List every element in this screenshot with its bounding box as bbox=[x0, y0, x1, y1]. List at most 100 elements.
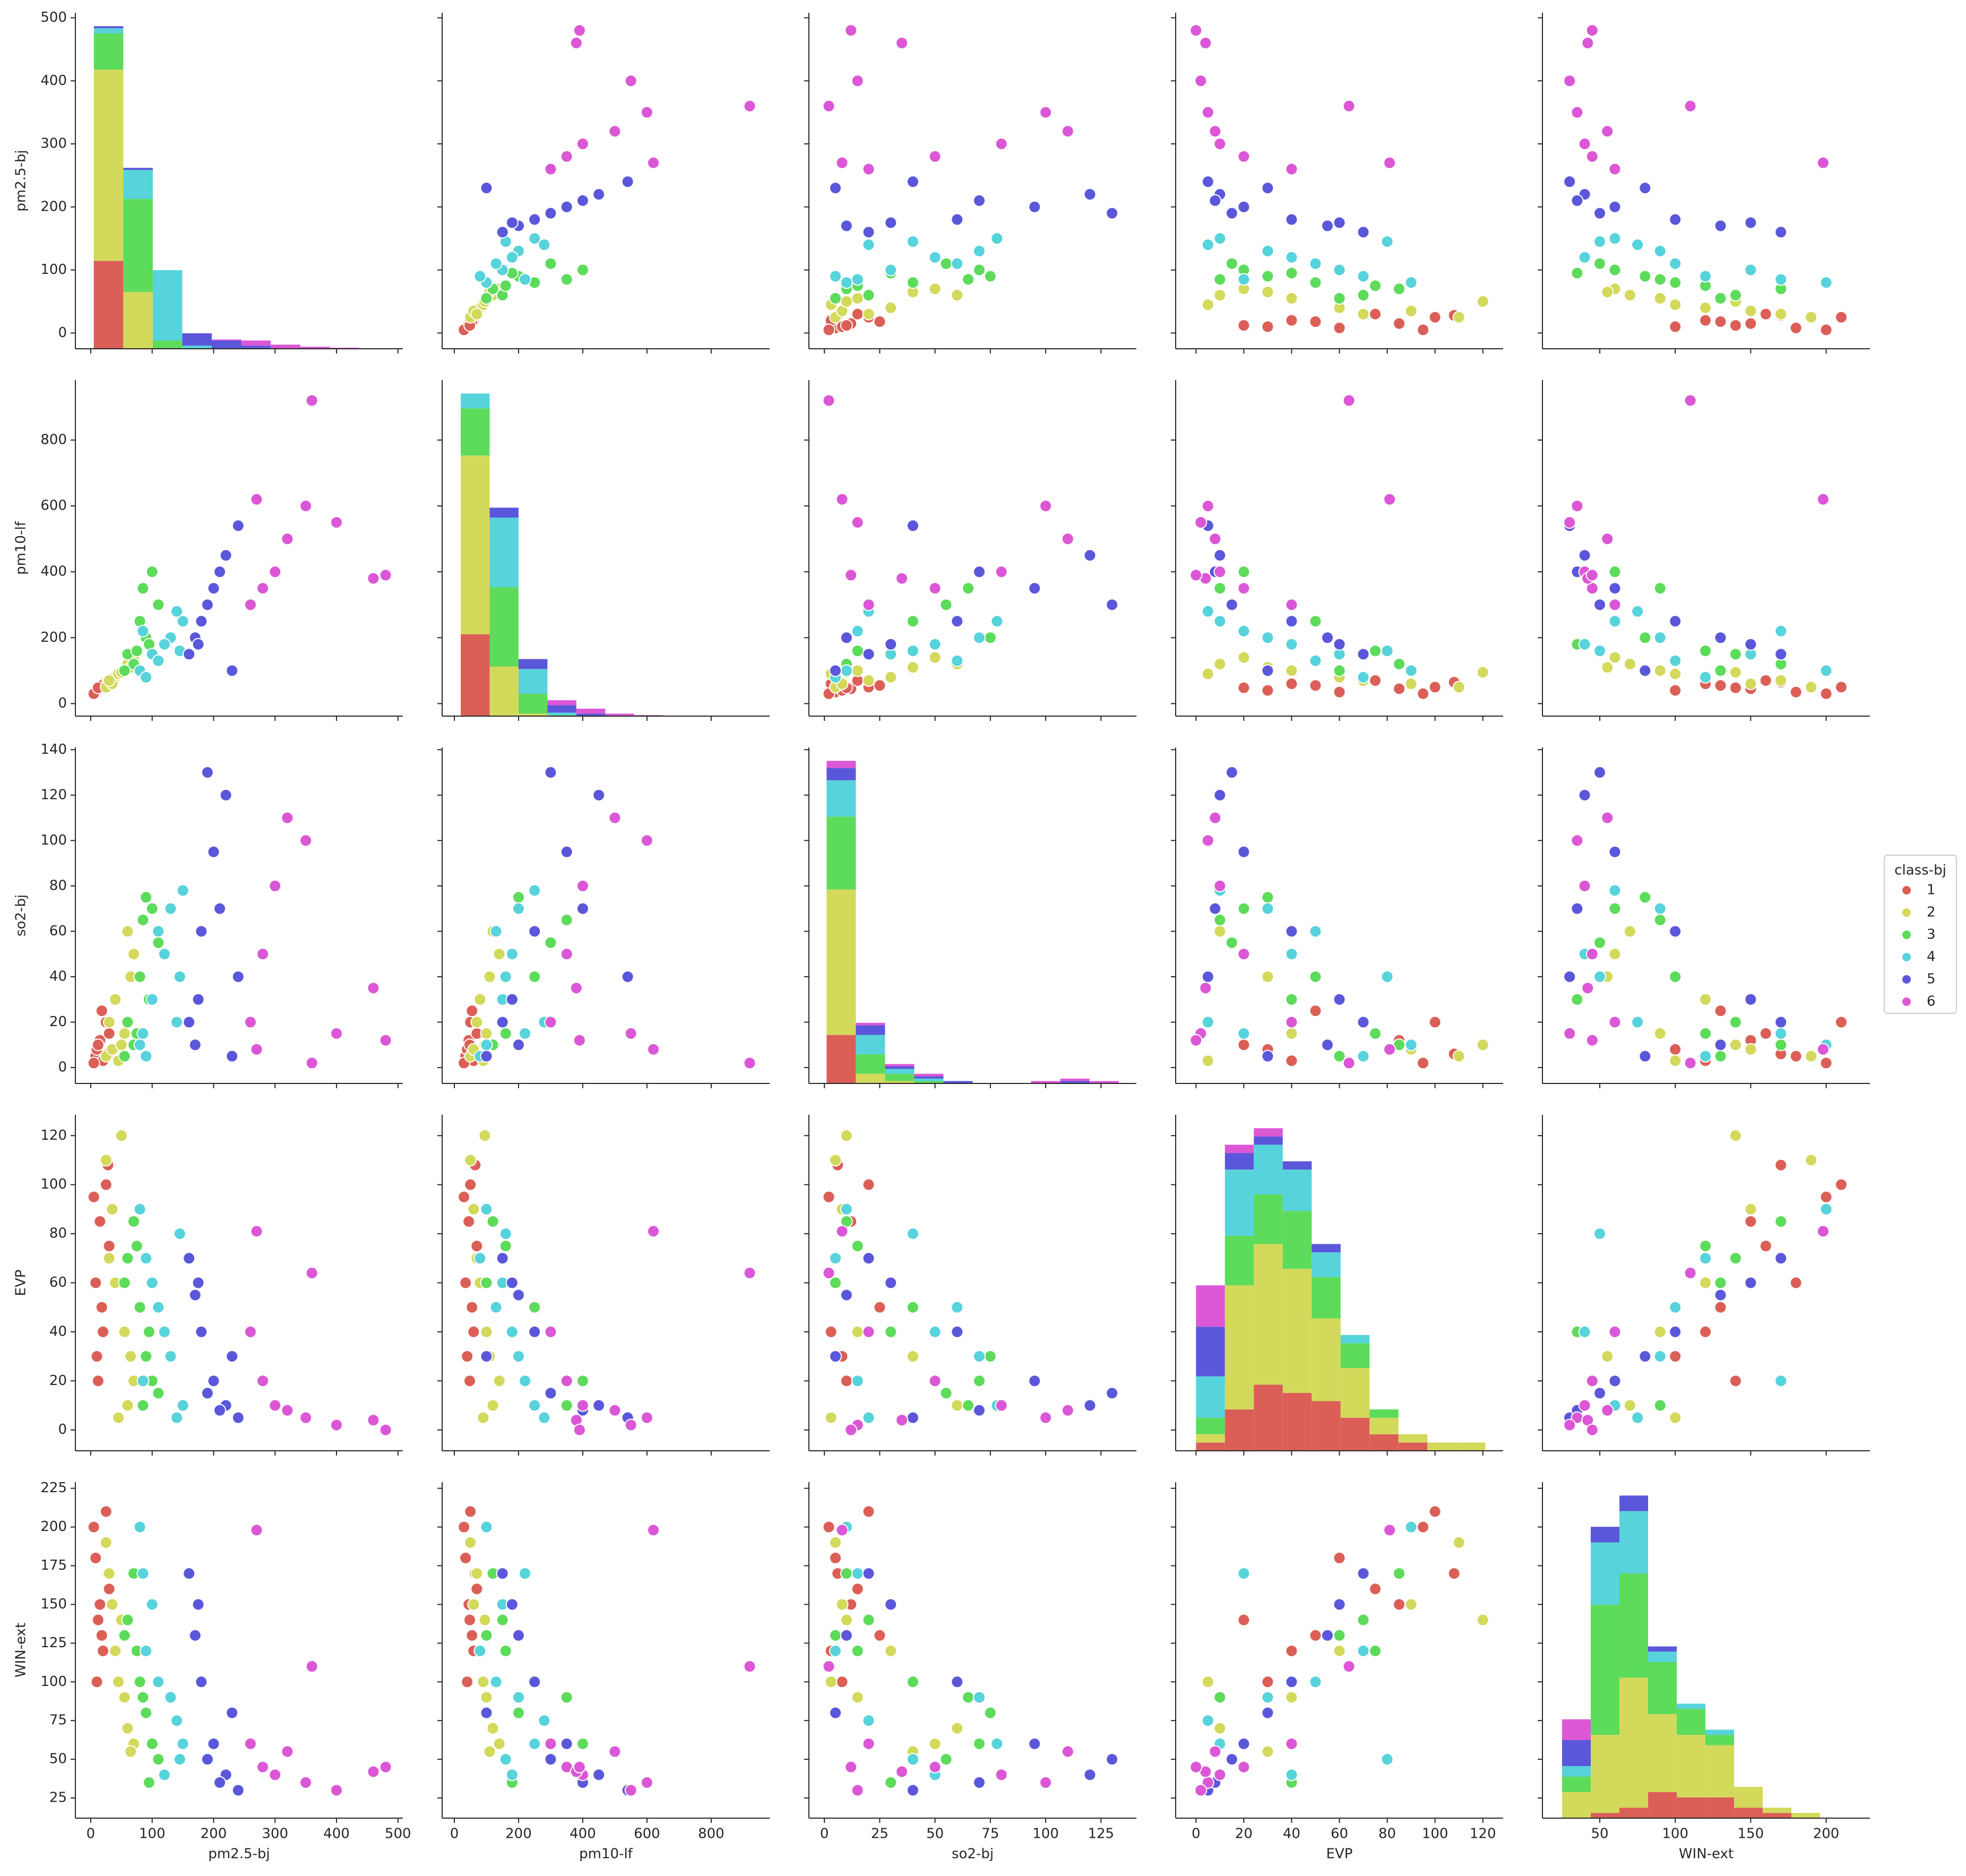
hist-bar bbox=[1282, 1392, 1312, 1451]
scatter-point bbox=[489, 1301, 503, 1314]
scatter-point bbox=[1201, 667, 1214, 681]
hist-bar bbox=[914, 1076, 944, 1079]
legend-marker bbox=[1901, 930, 1912, 940]
hist-bar bbox=[885, 1064, 915, 1067]
scatter-point bbox=[183, 648, 196, 661]
scatter-point bbox=[560, 914, 573, 927]
hist-bar bbox=[856, 1022, 885, 1026]
scatter-point bbox=[822, 1267, 835, 1280]
scatter-point bbox=[480, 182, 493, 195]
scatter-point bbox=[1805, 311, 1818, 324]
scatter-point bbox=[89, 1551, 102, 1564]
scatter-point bbox=[1608, 902, 1622, 915]
scatter-point bbox=[840, 1567, 853, 1580]
hist-bar bbox=[1648, 1792, 1677, 1818]
scatter-point bbox=[851, 1374, 864, 1388]
scatter-point bbox=[480, 291, 493, 305]
scatter-point bbox=[560, 1691, 573, 1704]
legend-title: class-bj bbox=[1894, 863, 1946, 879]
scatter-point bbox=[984, 1706, 997, 1719]
scatter-point bbox=[1608, 162, 1622, 176]
scatter-point bbox=[906, 644, 919, 658]
hist-bar bbox=[1196, 1434, 1225, 1443]
scatter-point bbox=[1601, 532, 1614, 546]
scatter-point bbox=[379, 1423, 392, 1436]
scatter-point bbox=[467, 1202, 480, 1216]
scatter-point bbox=[1201, 1714, 1214, 1727]
scatter-point bbox=[480, 1202, 493, 1216]
scatter-point bbox=[464, 1178, 477, 1191]
scatter-point bbox=[519, 1567, 532, 1580]
hist-bar bbox=[1734, 1808, 1763, 1818]
scatter-point bbox=[884, 263, 898, 277]
scatter-point bbox=[465, 1629, 479, 1642]
scatter-point bbox=[829, 1706, 842, 1719]
scatter-point bbox=[1285, 615, 1298, 628]
scatter-point bbox=[118, 1276, 131, 1289]
y-tick-label: 80 bbox=[49, 877, 67, 893]
scatter-point bbox=[1653, 664, 1667, 677]
hist-bar bbox=[489, 518, 519, 587]
scatter-point bbox=[1601, 1350, 1614, 1363]
scatter-point bbox=[1321, 631, 1334, 644]
scatter-point bbox=[990, 1737, 1004, 1750]
scatter-point bbox=[1571, 902, 1584, 915]
hist-bar bbox=[1340, 1368, 1370, 1418]
hist-bar bbox=[576, 713, 606, 716]
scatter-point bbox=[1669, 925, 1682, 938]
scatter-point bbox=[133, 1202, 146, 1216]
scatter-point bbox=[1578, 251, 1591, 264]
scatter-point bbox=[1369, 307, 1382, 321]
scatter-point bbox=[158, 1325, 171, 1338]
scatter-point bbox=[213, 565, 227, 579]
scatter-point bbox=[906, 1784, 919, 1797]
scatter-point bbox=[544, 162, 557, 176]
scatter-point bbox=[505, 993, 519, 1006]
scatter-point bbox=[1194, 516, 1208, 529]
hist-bar bbox=[885, 1069, 915, 1074]
scatter-point bbox=[102, 1027, 116, 1040]
scatter-point bbox=[1653, 631, 1667, 644]
scatter-point bbox=[121, 1252, 134, 1265]
scatter-point bbox=[570, 982, 583, 995]
scatter-point bbox=[851, 1240, 864, 1253]
scatter-point bbox=[470, 1567, 484, 1580]
scatter-point bbox=[835, 1675, 849, 1689]
scatter-point bbox=[1578, 1399, 1591, 1412]
scatter-point bbox=[1083, 188, 1097, 201]
scatter-point bbox=[1714, 631, 1727, 644]
scatter-point bbox=[1417, 323, 1430, 337]
scatter-point bbox=[544, 1325, 557, 1338]
x-axis-label: so2-bj bbox=[952, 1846, 994, 1862]
hist-bar bbox=[547, 712, 576, 716]
scatter-point bbox=[1199, 37, 1212, 50]
scatter-point bbox=[1201, 1675, 1214, 1689]
scatter-point bbox=[822, 1520, 835, 1534]
scatter-point bbox=[1669, 1054, 1682, 1068]
scatter-point bbox=[499, 1027, 512, 1040]
scatter-point bbox=[862, 1252, 875, 1265]
scatter-point bbox=[226, 664, 239, 677]
x-tick-label: 100 bbox=[1032, 1826, 1059, 1842]
scatter-point bbox=[576, 137, 589, 151]
scatter-point bbox=[1714, 315, 1727, 328]
scatter-point bbox=[1593, 206, 1607, 220]
scatter-point bbox=[470, 307, 484, 321]
scatter-point bbox=[1213, 657, 1227, 670]
scatter-point bbox=[1404, 276, 1418, 289]
scatter-point bbox=[1369, 674, 1382, 687]
scatter-point bbox=[851, 1567, 864, 1580]
scatter-point bbox=[1593, 235, 1607, 248]
scatter-point bbox=[592, 1399, 606, 1412]
hist-bar bbox=[1254, 1194, 1283, 1244]
scatter-point bbox=[330, 1418, 343, 1432]
scatter-point bbox=[1261, 286, 1274, 299]
scatter-point bbox=[528, 1737, 541, 1750]
scatter-point bbox=[829, 664, 842, 677]
scatter-point bbox=[1209, 811, 1222, 824]
scatter-point bbox=[560, 1374, 573, 1388]
scatter-point bbox=[973, 1350, 986, 1363]
scatter-point bbox=[1729, 666, 1742, 679]
hist-bar bbox=[856, 1035, 885, 1055]
scatter-point bbox=[512, 1350, 525, 1363]
